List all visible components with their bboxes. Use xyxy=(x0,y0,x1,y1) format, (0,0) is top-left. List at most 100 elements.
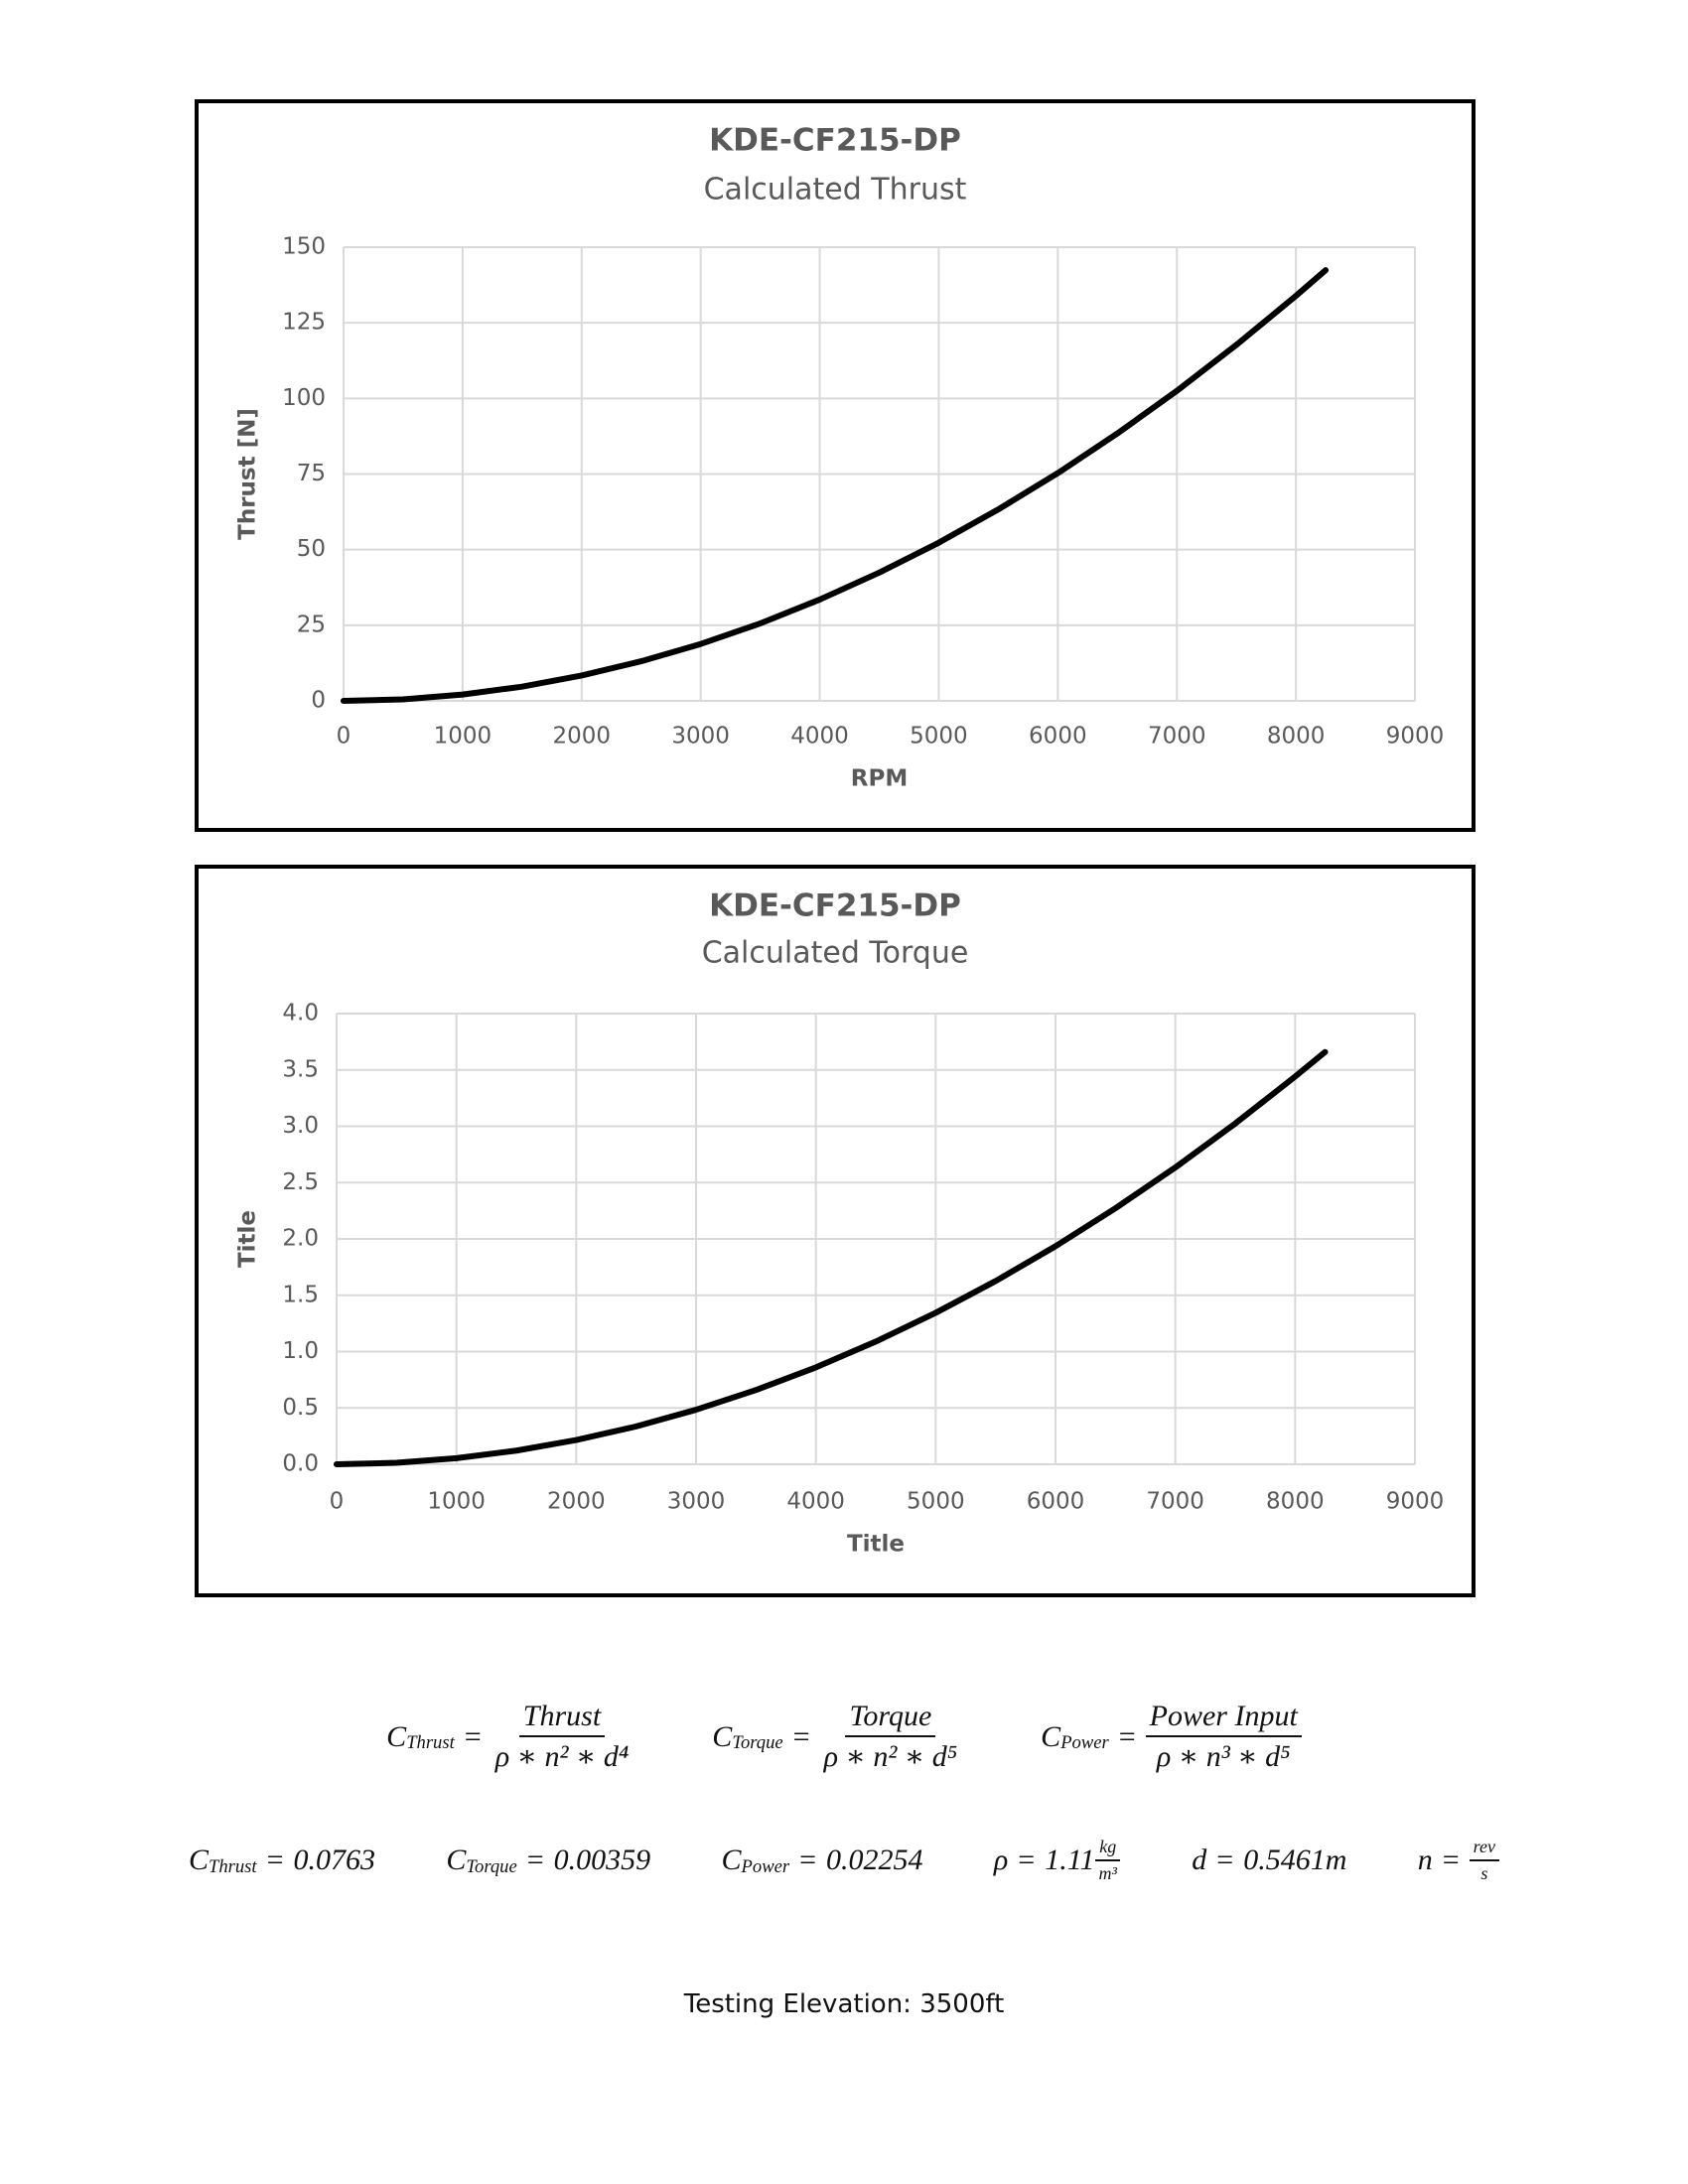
x-tick-label: 4000 xyxy=(786,1489,845,1515)
y-tick-label: 0.5 xyxy=(282,1395,319,1421)
chart-border xyxy=(195,99,1476,832)
y-tick-label: 100 xyxy=(282,385,326,411)
symbol: C xyxy=(712,1719,733,1753)
x-tick-label: 2000 xyxy=(553,724,612,750)
value: 1.11 xyxy=(1045,1843,1095,1876)
y-tick-label: 75 xyxy=(297,461,326,486)
subscript: Torque xyxy=(732,1732,783,1753)
denominator: ρ ∗ n² ∗ d⁵ xyxy=(823,1740,958,1773)
formula: C Torque = Torque ρ ∗ n² ∗ d⁵ xyxy=(712,1700,961,1774)
relation: = xyxy=(1442,1843,1460,1876)
relation: = xyxy=(526,1843,544,1876)
numerator: kg xyxy=(1095,1837,1121,1861)
y-tick-label: 25 xyxy=(297,612,326,637)
numerator: Thrust xyxy=(518,1700,606,1737)
y-axis-label: Thrust [N] xyxy=(235,408,261,540)
fraction: rev s xyxy=(1469,1837,1499,1884)
relation: = xyxy=(1216,1843,1234,1876)
value: 0.5461m xyxy=(1243,1843,1347,1876)
y-tick-label: 1.0 xyxy=(282,1338,319,1364)
symbol: n xyxy=(1417,1843,1433,1876)
constant: n = rev s xyxy=(1418,1837,1499,1884)
constant: C Torque = 0.00359 xyxy=(446,1843,650,1877)
data-line xyxy=(341,267,1330,704)
x-tick-label: 7000 xyxy=(1148,724,1206,750)
relation: = xyxy=(792,1719,810,1753)
x-tick-label: 2000 xyxy=(547,1489,606,1515)
chart: KDE-CF215-DP Calculated Thrust 0 25 50 75 100 1… xyxy=(195,99,1476,832)
y-tick-label: 50 xyxy=(297,536,326,562)
x-tick-label: 3000 xyxy=(671,724,730,750)
subscript: Power xyxy=(1060,1732,1109,1753)
x-tick-label: 0 xyxy=(337,724,352,750)
x-tick-label: 6000 xyxy=(1027,1489,1085,1515)
y-tick-label: 1.5 xyxy=(282,1282,319,1307)
fraction: Power Input ρ ∗ n³ ∗ d⁵ xyxy=(1145,1700,1302,1774)
x-tick-label: 9000 xyxy=(1386,724,1445,750)
constant-row: C Thrust = 0.0763 C Torque = 0.00359 C Power = 0.02… xyxy=(0,1837,1688,1884)
x-tick-label: 8000 xyxy=(1266,1489,1325,1515)
symbol: C xyxy=(721,1843,742,1876)
relation: = xyxy=(799,1843,817,1876)
fraction: Thrust ρ ∗ n² ∗ d⁴ xyxy=(492,1700,633,1774)
chart-subtitle: Calculated Torque xyxy=(702,936,969,971)
symbol: C xyxy=(1041,1719,1061,1753)
chart-title: KDE-CF215-DP xyxy=(709,888,961,924)
x-tick-label: 7000 xyxy=(1146,1489,1204,1515)
constant: C Thrust = 0.0763 xyxy=(189,1843,375,1877)
chart: KDE-CF215-DP Calculated Torque 0.0 0.5 1.0 1.… xyxy=(195,865,1476,1597)
x-tick-label: 0 xyxy=(330,1489,345,1515)
x-tick-label: 8000 xyxy=(1267,724,1326,750)
relation: = xyxy=(464,1719,482,1753)
constant: C Power = 0.02254 xyxy=(722,1843,923,1877)
footer: Testing Elevation: 3500ft xyxy=(683,1989,1005,2019)
y-tick-label: 2.0 xyxy=(282,1226,319,1252)
x-tick-label: 3000 xyxy=(667,1489,726,1515)
y-tick-label: 0.0 xyxy=(282,1451,319,1477)
y-tick-label: 2.5 xyxy=(282,1169,319,1195)
numerator: rev xyxy=(1469,1837,1499,1861)
symbol: d xyxy=(1192,1843,1207,1876)
x-tick-label: 6000 xyxy=(1029,724,1087,750)
subscript: Thrust xyxy=(406,1732,455,1753)
x-axis-label: RPM xyxy=(851,766,908,792)
y-tick-label: 4.0 xyxy=(282,1001,319,1026)
x-tick-label: 9000 xyxy=(1386,1489,1445,1515)
x-tick-label: 5000 xyxy=(910,724,968,750)
y-tick-label: 3.0 xyxy=(282,1113,319,1139)
value: 0.00359 xyxy=(553,1843,651,1876)
chart-title: KDE-CF215-DP xyxy=(709,123,961,159)
fraction: kg m³ xyxy=(1095,1837,1121,1884)
symbol: ρ xyxy=(993,1843,1009,1876)
symbol: C xyxy=(189,1843,210,1876)
y-tick-label: 3.5 xyxy=(282,1056,319,1082)
y-axis-label: Title xyxy=(235,1210,261,1268)
y-tick-label: 150 xyxy=(282,234,326,260)
relation: = xyxy=(1018,1843,1036,1876)
constant: d = 0.5461m xyxy=(1192,1843,1346,1877)
denominator: ρ ∗ n² ∗ d⁴ xyxy=(494,1740,630,1773)
x-axis-label: Title xyxy=(847,1532,905,1558)
subscript: Thrust xyxy=(209,1855,257,1877)
y-tick-label: 0 xyxy=(311,688,326,714)
value: 0.0763 xyxy=(293,1843,376,1876)
formula: C Power = Power Input ρ ∗ n³ ∗ d⁵ xyxy=(1041,1700,1302,1774)
relation: = xyxy=(1118,1719,1136,1753)
symbol: C xyxy=(386,1719,407,1753)
constant: ρ = 1.11 kg m³ xyxy=(994,1837,1121,1884)
symbol: C xyxy=(446,1843,467,1876)
subscript: Torque xyxy=(466,1855,517,1877)
subscript: Power xyxy=(741,1855,790,1877)
x-tick-label: 4000 xyxy=(790,724,849,750)
relation: = xyxy=(266,1843,284,1876)
numerator: Power Input xyxy=(1145,1700,1302,1737)
x-tick-label: 1000 xyxy=(427,1489,486,1515)
chart-subtitle: Calculated Thrust xyxy=(704,173,967,207)
fraction: Torque ρ ∗ n² ∗ d⁵ xyxy=(820,1700,962,1774)
numerator: Torque xyxy=(845,1700,936,1737)
formula-row: C Thrust = Thrust ρ ∗ n² ∗ d⁴ C Torque = Torque ρ… xyxy=(0,1700,1688,1774)
formula: C Thrust = Thrust ρ ∗ n² ∗ d⁴ xyxy=(386,1700,633,1774)
value: 0.02254 xyxy=(826,1843,923,1876)
y-tick-label: 125 xyxy=(282,310,326,336)
